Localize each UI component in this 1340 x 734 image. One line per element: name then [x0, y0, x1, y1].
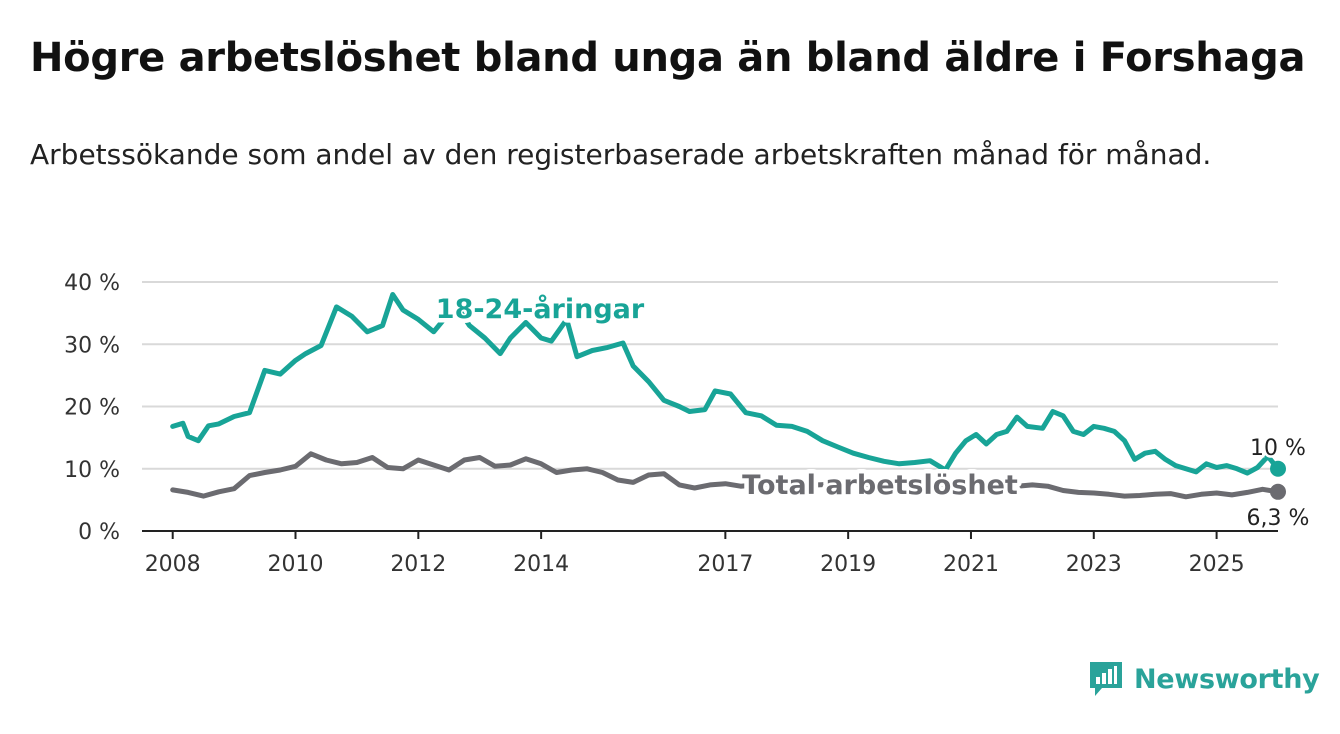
- end-value-total: 6,3 %: [1247, 506, 1310, 531]
- x-axis: [142, 530, 1278, 539]
- y-tick-label: 10 %: [64, 458, 120, 483]
- series-line-youth: [170, 292, 1281, 476]
- end-point-youth: [1270, 460, 1286, 477]
- x-tick-label: 2021: [943, 552, 999, 577]
- y-tick-label: 40 %: [64, 271, 120, 296]
- end-value-youth: 10 %: [1250, 436, 1306, 461]
- series-line-total: [170, 451, 1281, 500]
- brand-name: Newsworthy: [1134, 663, 1320, 695]
- newsworthy-logo: Newsworthy: [1088, 660, 1320, 698]
- y-axis-tick-labels: 0 % 10 % 20 % 30 % 40 %: [64, 271, 120, 545]
- bar-chart-icon: [1090, 662, 1122, 696]
- x-tick-label: 2010: [268, 552, 324, 577]
- y-tick-label: 30 %: [64, 333, 120, 358]
- x-tick-label: 2017: [697, 552, 753, 577]
- chart-subtitle: Arbetssökande som andel av den registerb…: [30, 138, 1212, 171]
- x-tick-label: 2023: [1066, 552, 1122, 577]
- chart-title: Högre arbetslöshet bland unga än bland ä…: [30, 35, 1306, 81]
- series-lines: [170, 292, 1281, 500]
- x-axis-tick-labels: 2008 2010 2012 2014 2017 2019 2021 2023 2025: [145, 552, 1245, 577]
- x-tick-label: 2014: [513, 552, 569, 577]
- end-point-total: [1270, 483, 1286, 500]
- x-tick-label: 2019: [820, 552, 876, 577]
- series-label-total: Total arbetslöshet: [742, 470, 1018, 501]
- grid-lines: [142, 281, 1278, 470]
- x-tick-label: 2025: [1189, 552, 1245, 577]
- x-tick-label: 2012: [390, 552, 446, 577]
- series-label-youth: 18-24-åringar: [436, 293, 645, 325]
- y-tick-label: 0 %: [78, 520, 120, 545]
- x-tick-label: 2008: [145, 552, 201, 577]
- y-tick-label: 20 %: [64, 396, 120, 421]
- series-labels: 10 % 6,3 % 18-24-åringar Total arbetslöshet: [431, 289, 1312, 534]
